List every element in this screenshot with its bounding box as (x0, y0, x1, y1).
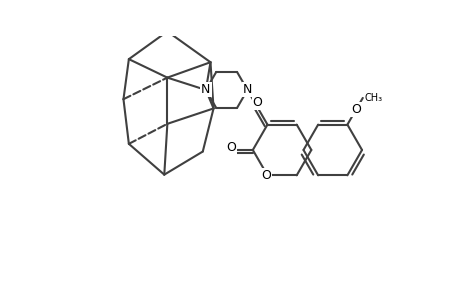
Text: O: O (350, 103, 360, 116)
Text: O: O (252, 96, 262, 109)
Text: N: N (242, 83, 252, 96)
Text: CH₃: CH₃ (364, 93, 381, 103)
Text: O: O (226, 141, 235, 154)
Text: N: N (201, 83, 210, 96)
Text: N: N (242, 83, 252, 96)
Text: O: O (260, 169, 270, 182)
